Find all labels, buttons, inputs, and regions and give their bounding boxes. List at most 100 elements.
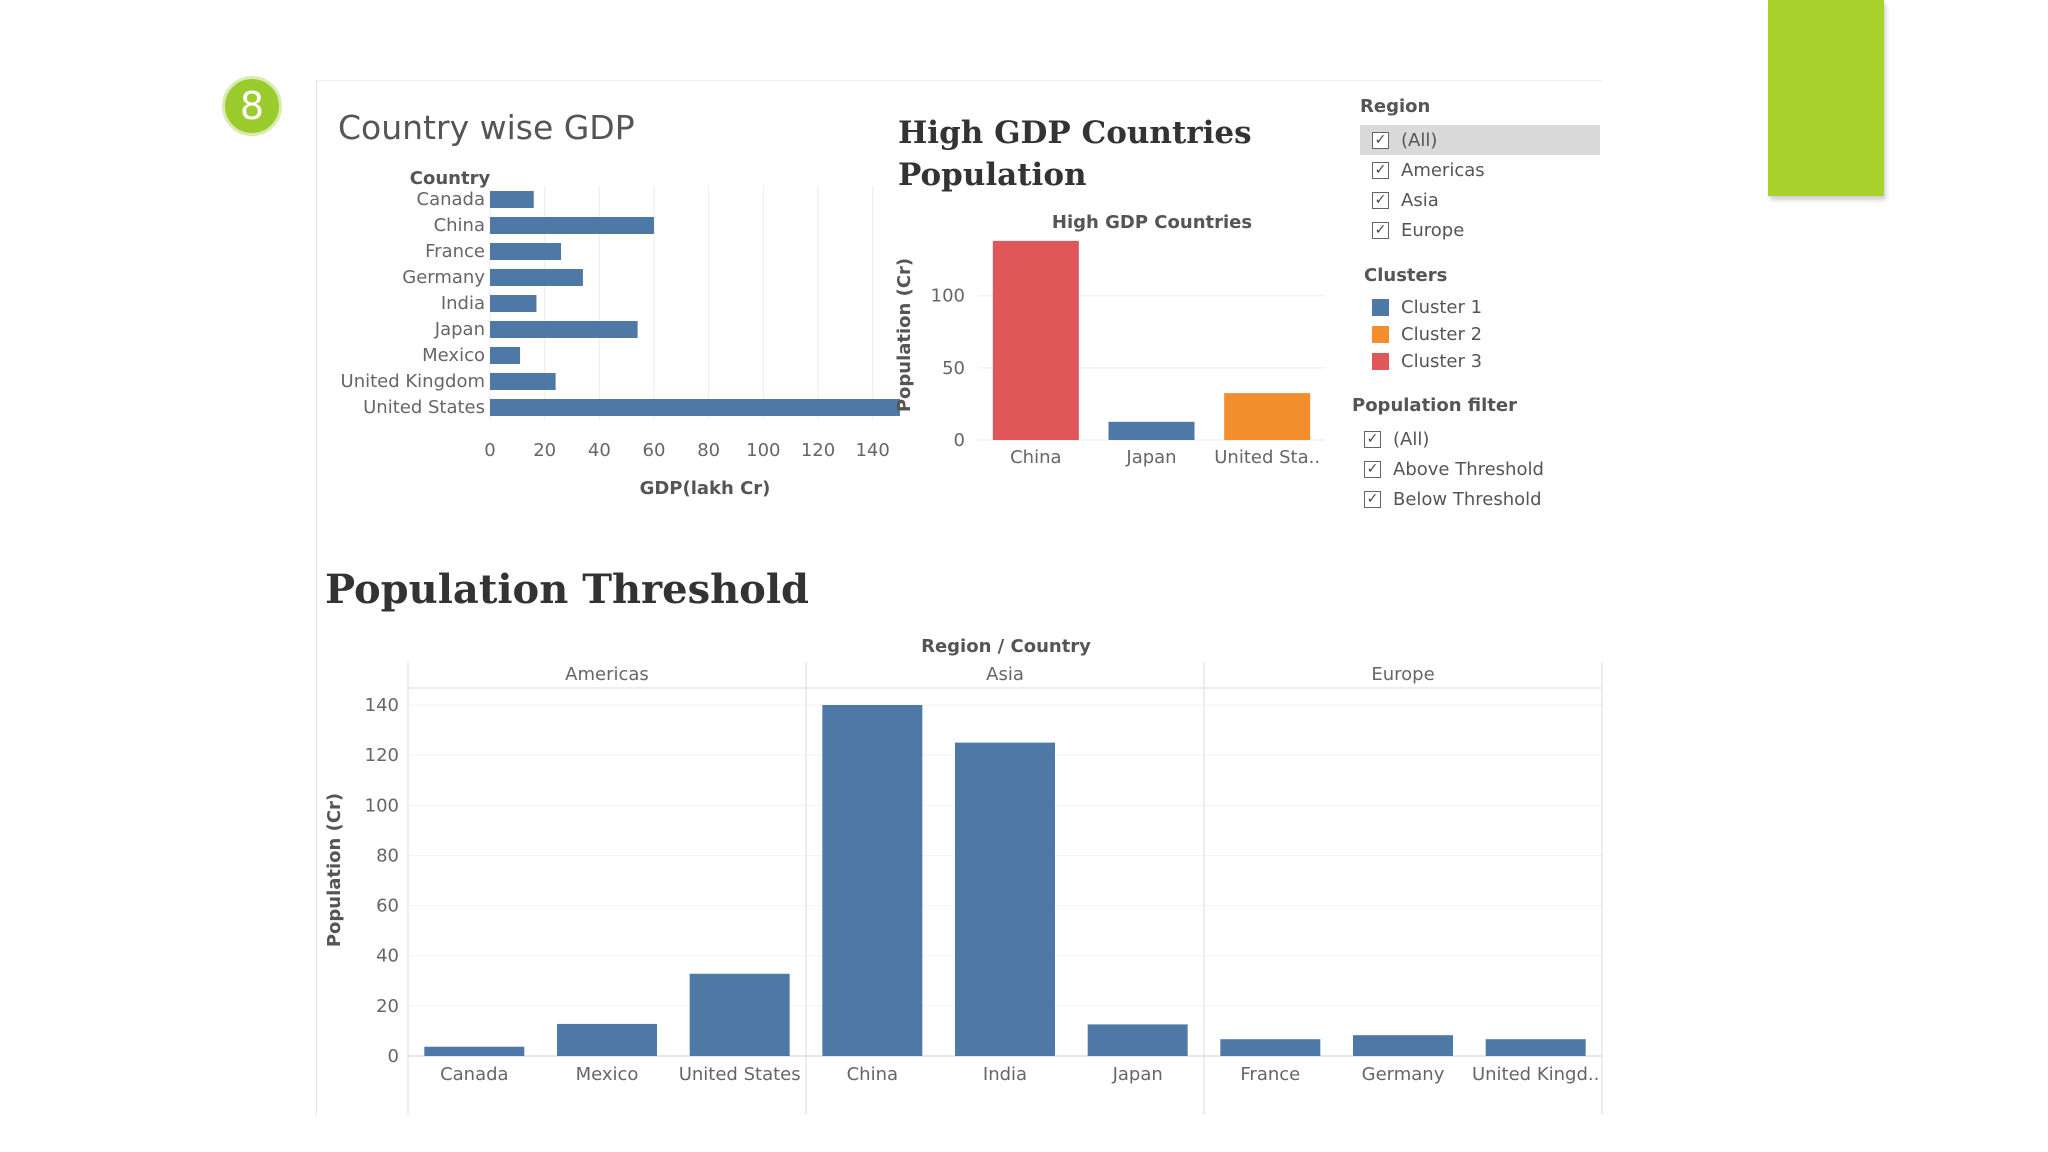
slide-number-badge: 8: [222, 76, 282, 136]
group-header-label: Asia: [986, 664, 1024, 685]
population-bar[interactable]: [1087, 1024, 1188, 1056]
x-tick-label: Japan: [1125, 447, 1176, 468]
x-tick-label: 40: [588, 440, 611, 461]
accent-block: [1768, 0, 1884, 196]
gdp-bar[interactable]: [490, 217, 654, 234]
checkbox-checked-icon[interactable]: ✓: [1364, 460, 1381, 478]
legend-label: Cluster 3: [1401, 351, 1483, 372]
checkbox-checked-icon[interactable]: ✓: [1372, 221, 1389, 239]
gdp-bar[interactable]: [490, 347, 521, 364]
x-tick-label: United Sta..: [1214, 447, 1320, 468]
gdp-bar[interactable]: [490, 295, 537, 312]
x-tick-label: 80: [697, 440, 720, 461]
legend-swatch: [1372, 353, 1389, 370]
population-bar[interactable]: [689, 973, 790, 1056]
x-tick-label: India: [983, 1064, 1027, 1085]
group-header-label: Europe: [1371, 664, 1434, 685]
gdp-bar[interactable]: [490, 191, 534, 208]
population-bar[interactable]: [1108, 421, 1195, 440]
x-tick-label: 140: [855, 440, 889, 461]
high-gdp-population-chart: High GDP Countries 0 50 100 Population (Cr) C…: [894, 212, 1325, 468]
gdp-chart-title: Country wise GDP: [338, 108, 635, 147]
legend-swatch: [1372, 326, 1389, 343]
y-tick-label: China: [434, 215, 485, 236]
x-tick-label: 0: [484, 440, 495, 461]
gdp-bar[interactable]: [490, 321, 638, 338]
y-axis-label: Population (Cr): [324, 793, 345, 947]
x-tick-label: Japan: [1112, 1064, 1163, 1085]
region-option-europe[interactable]: ✓ Europe: [1360, 215, 1600, 245]
region-option-label: Americas: [1401, 159, 1485, 181]
y-axis-label: Population (Cr): [894, 258, 915, 412]
population-bar[interactable]: [822, 705, 923, 1056]
population-bar[interactable]: [1353, 1035, 1453, 1056]
y-tick-label: 140: [365, 695, 399, 716]
region-option-asia[interactable]: ✓ Asia: [1360, 185, 1600, 215]
population-threshold-title: Population Threshold: [325, 566, 810, 613]
population-option-all[interactable]: ✓ (All): [1352, 424, 1600, 454]
y-tick-label: United Kingdom: [341, 371, 485, 392]
checkbox-checked-icon[interactable]: ✓: [1372, 131, 1389, 149]
region-option-all[interactable]: ✓ (All): [1360, 125, 1600, 155]
population-option-label: (All): [1393, 428, 1430, 450]
x-tick-label: Mexico: [576, 1064, 639, 1085]
x-axis-label: GDP(lakh Cr): [640, 478, 771, 499]
population-filter-title: Population filter: [1352, 395, 1517, 416]
x-tick-label: United States: [679, 1064, 801, 1085]
y-tick-label: 0: [954, 430, 965, 451]
gdp-bar[interactable]: [490, 269, 583, 286]
y-tick-label: 100: [931, 286, 965, 307]
chart-header: High GDP Countries: [1052, 212, 1252, 233]
gdp-row-header: Country: [410, 168, 491, 189]
legend-item-cluster-2[interactable]: Cluster 2: [1360, 321, 1600, 348]
checkbox-checked-icon[interactable]: ✓: [1372, 191, 1389, 209]
population-threshold-chart: Region / Country 0 20 40 60 80 100 120 140 Popula…: [324, 636, 1603, 1115]
y-tick-label: 50: [942, 358, 965, 379]
region-option-label: (All): [1401, 129, 1438, 151]
population-bar[interactable]: [1220, 1039, 1321, 1056]
clusters-legend: Clusters Cluster 1 Cluster 2 Cluster 3: [1360, 265, 1600, 375]
x-tick-label: China: [847, 1064, 898, 1085]
chart-header: Region / Country: [921, 636, 1091, 657]
population-option-label: Below Threshold: [1393, 488, 1542, 510]
legend-swatch: [1372, 299, 1389, 316]
checkbox-checked-icon[interactable]: ✓: [1364, 430, 1381, 448]
gdp-bar-chart: Country 0 20 40 60 80 100 120 140 Canada China Fran…: [341, 168, 900, 499]
x-tick-label: China: [1010, 447, 1061, 468]
population-bar[interactable]: [424, 1046, 525, 1056]
population-option-below[interactable]: ✓ Below Threshold: [1352, 484, 1600, 514]
high-gdp-chart-title: High GDP Countries Population: [898, 115, 1252, 193]
gdp-bar[interactable]: [490, 243, 562, 260]
population-bar[interactable]: [955, 742, 1055, 1056]
population-bar[interactable]: [1485, 1039, 1586, 1056]
checkbox-checked-icon[interactable]: ✓: [1364, 490, 1381, 508]
gdp-bar[interactable]: [490, 373, 556, 390]
y-tick-label: Mexico: [422, 345, 485, 366]
x-tick-label: 20: [533, 440, 556, 461]
region-filter-title: Region: [1360, 96, 1431, 117]
y-tick-label: Germany: [402, 267, 485, 288]
x-tick-label: France: [1240, 1064, 1300, 1085]
population-option-above[interactable]: ✓ Above Threshold: [1352, 454, 1600, 484]
y-tick-label: 40: [376, 946, 399, 967]
gdp-bar[interactable]: [490, 399, 900, 416]
legend-item-cluster-1[interactable]: Cluster 1: [1360, 294, 1600, 321]
y-tick-label: France: [425, 241, 485, 262]
population-filter: Population filter ✓ (All) ✓ Above Thresh…: [1352, 395, 1600, 514]
y-tick-label: 20: [376, 996, 399, 1017]
checkbox-checked-icon[interactable]: ✓: [1372, 161, 1389, 179]
y-tick-label: 120: [365, 745, 399, 766]
y-tick-label: 60: [376, 896, 399, 917]
population-bar[interactable]: [557, 1023, 657, 1056]
population-bar[interactable]: [1224, 393, 1311, 440]
population-bar[interactable]: [992, 240, 1079, 440]
region-option-americas[interactable]: ✓ Americas: [1360, 155, 1600, 185]
clusters-legend-title: Clusters: [1364, 265, 1448, 286]
y-tick-label: Canada: [417, 189, 486, 210]
legend-item-cluster-3[interactable]: Cluster 3: [1360, 348, 1600, 375]
y-tick-label: United States: [363, 397, 485, 418]
x-tick-label: 120: [801, 440, 835, 461]
x-tick-label: United Kingd..: [1472, 1064, 1599, 1085]
legend-label: Cluster 2: [1401, 324, 1483, 345]
y-tick-label: 100: [365, 795, 399, 816]
